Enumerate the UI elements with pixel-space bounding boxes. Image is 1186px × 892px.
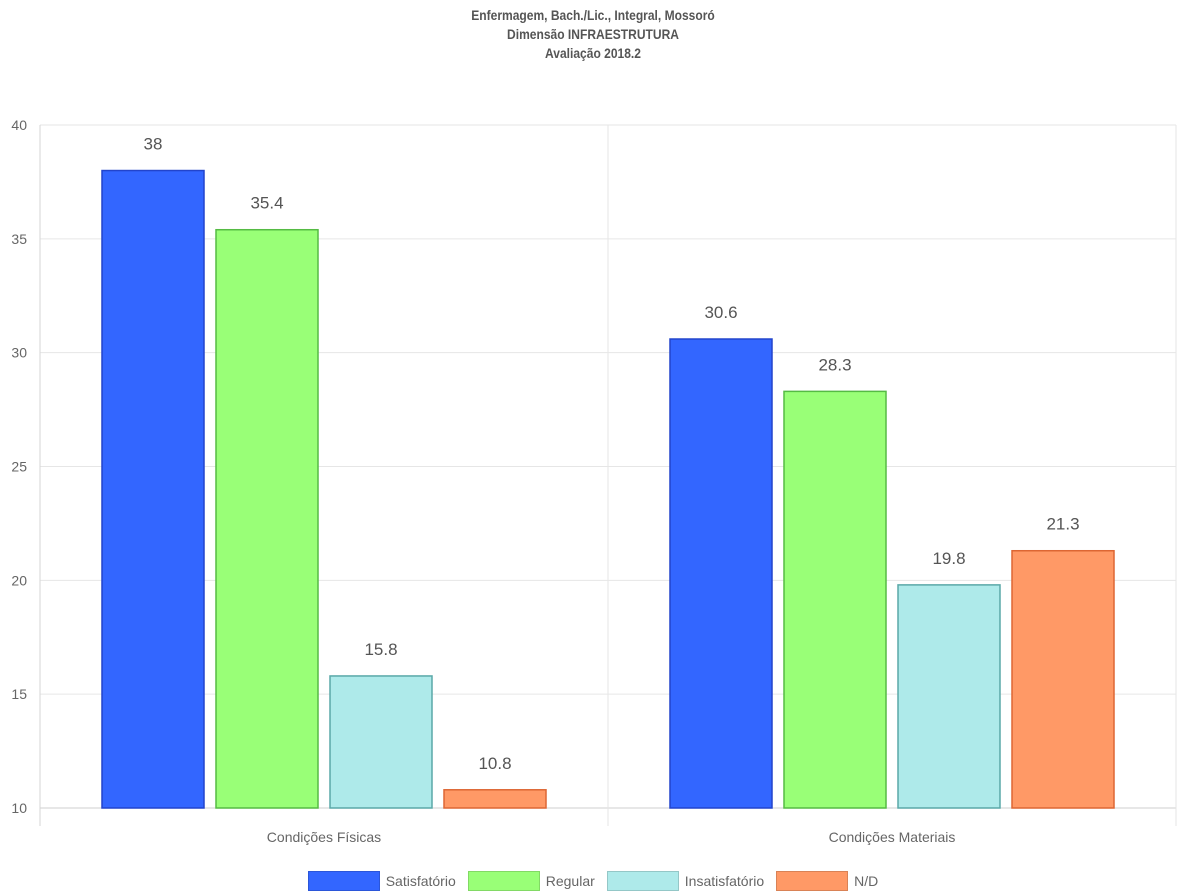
legend-swatch-regular xyxy=(467,871,540,891)
bar-value-label: 19.8 xyxy=(932,549,965,568)
y-tick-label: 40 xyxy=(11,117,27,133)
chart-title: Enfermagem, Bach./Lic., Integral, Mossor… xyxy=(0,6,1186,63)
bar-value-label: 38 xyxy=(144,135,163,154)
bar-value-label: 10.8 xyxy=(478,754,511,773)
x-category-label: Condições Físicas xyxy=(267,829,381,845)
bar[interactable] xyxy=(783,390,887,809)
legend-swatch-nd xyxy=(776,871,849,891)
y-tick-label: 25 xyxy=(11,459,27,475)
chart-title-line-1: Enfermagem, Bach./Lic., Integral, Mossor… xyxy=(471,7,715,23)
y-tick-label: 10 xyxy=(11,800,27,816)
legend-swatch-satisfatorio xyxy=(307,871,380,891)
y-tick-label: 15 xyxy=(11,686,27,702)
y-tick-label: 35 xyxy=(11,231,27,247)
y-tick-label: 30 xyxy=(11,345,27,361)
legend-swatch-insatisfatorio xyxy=(606,871,679,891)
bar-chart-plot: 10 15 20 25 30 35 40 38 35.4 15.8 10.8 Condições Fí… xyxy=(11,117,1177,845)
legend-label-regular: Regular xyxy=(545,873,595,889)
chart-title-line-3: Avaliação 2018.2 xyxy=(545,45,641,61)
chart-legend: Satisfatório Regular Insatisfatório N/D xyxy=(0,870,1186,892)
legend-label-insatisfatorio: Insatisfatório xyxy=(684,873,765,889)
bar[interactable] xyxy=(101,169,205,809)
bar[interactable] xyxy=(215,228,319,809)
bar[interactable] xyxy=(329,675,433,809)
bar-value-label: 35.4 xyxy=(250,194,283,213)
bar-value-label: 30.6 xyxy=(704,303,737,322)
legend-item-regular[interactable]: Regular xyxy=(467,871,595,891)
bar[interactable] xyxy=(443,789,547,809)
bar[interactable] xyxy=(897,584,1001,809)
chart-title-line-2: Dimensão INFRAESTRUTURA xyxy=(507,26,679,42)
x-category-label: Condições Materiais xyxy=(829,829,956,845)
y-tick-label: 20 xyxy=(11,572,27,588)
bar-value-label: 21.3 xyxy=(1046,515,1079,534)
legend-item-nd[interactable]: N/D xyxy=(776,871,878,891)
bar-value-label: 15.8 xyxy=(364,640,397,659)
legend-label-nd: N/D xyxy=(854,873,879,889)
bar[interactable] xyxy=(669,338,773,809)
bar[interactable] xyxy=(1011,549,1115,809)
legend-label-satisfatorio: Satisfatório xyxy=(385,873,456,889)
bar-value-label: 28.3 xyxy=(818,355,851,374)
legend-item-satisfatorio[interactable]: Satisfatório xyxy=(307,871,456,891)
legend-item-insatisfatorio[interactable]: Insatisfatório xyxy=(606,871,765,891)
